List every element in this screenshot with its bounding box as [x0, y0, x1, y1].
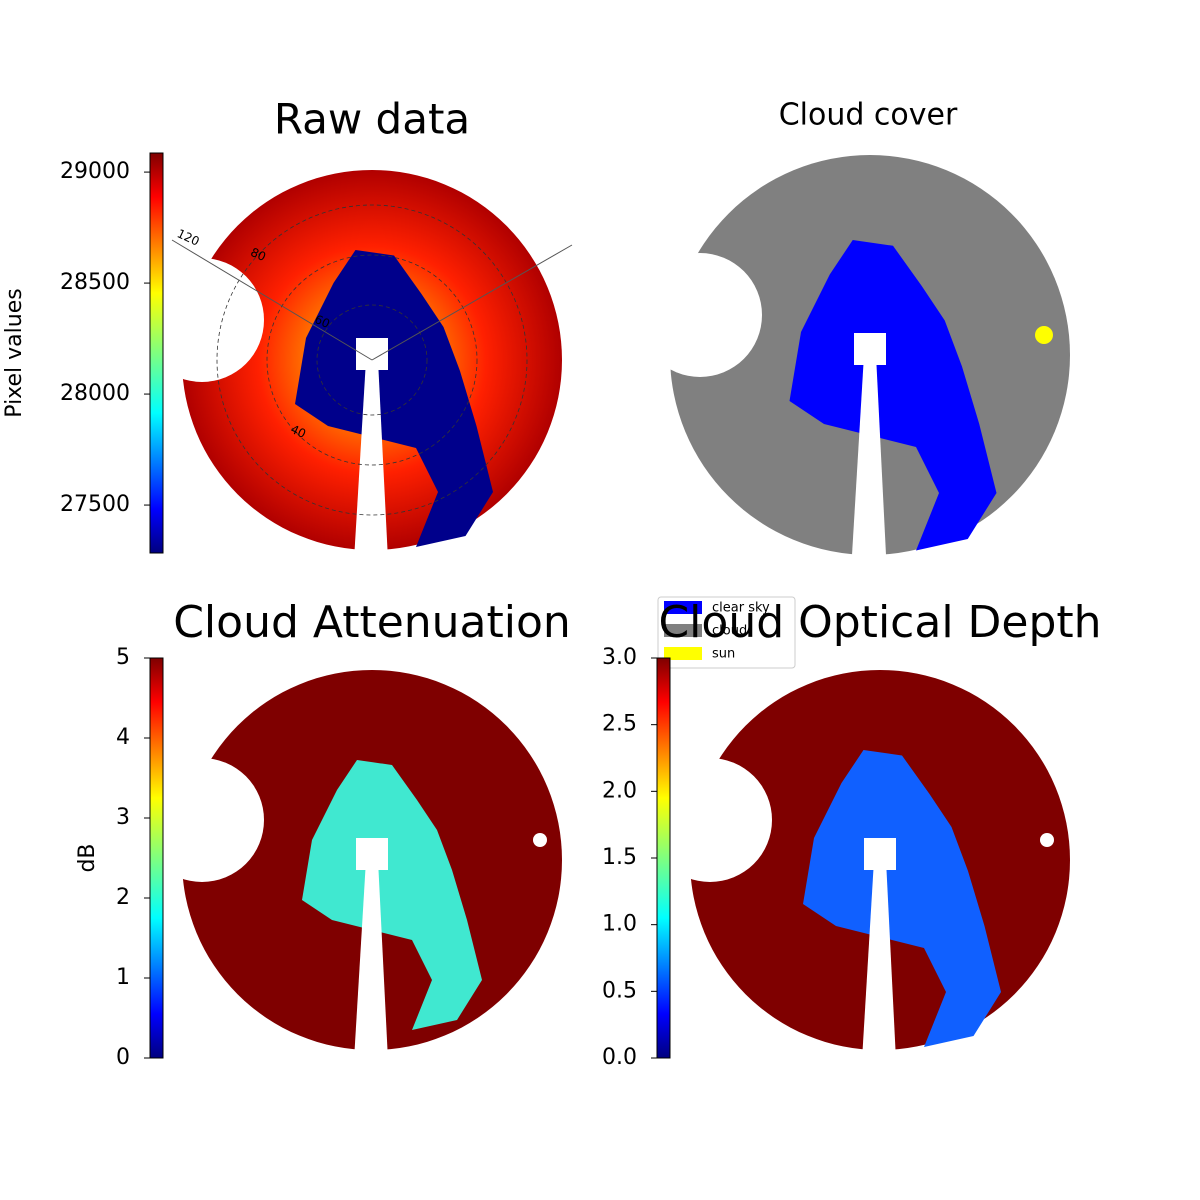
legend-label: clear sky [712, 601, 770, 616]
colorbar-tick-label: 3 [116, 805, 130, 830]
cloud-region [803, 750, 1001, 1047]
polar-spoke [171, 239, 373, 361]
colorbar-tick-label: 1.0 [602, 912, 637, 937]
mask-notch [140, 258, 264, 382]
colorbar [149, 657, 164, 1059]
legend-label: sun [712, 647, 735, 662]
mask-block [864, 838, 896, 870]
polar-spoke [371, 244, 573, 361]
polar-grid [316, 304, 428, 416]
colorbar-tick-label: 4 [116, 725, 130, 750]
polar-label: 40 [288, 422, 308, 441]
cloud-region [789, 240, 997, 551]
colorbar-tick-label: 0.0 [602, 1045, 637, 1070]
colorbar-tick-label: 5 [116, 645, 130, 670]
legend-label: cloud [712, 624, 747, 639]
colorbar [149, 152, 164, 554]
colorbar [656, 657, 671, 1059]
colorbar-tick-label: 28500 [60, 270, 130, 295]
colorbar-tick-label: 2 [116, 885, 130, 910]
colorbar-tick-label: 28000 [60, 381, 130, 406]
mask-notch [638, 253, 762, 377]
colorbar-tick-label: 0 [116, 1045, 130, 1070]
mask-block [854, 333, 886, 365]
polar-grid [266, 254, 478, 466]
polar-grid [216, 204, 528, 516]
colorbar-label: Pixel values [2, 288, 27, 417]
legend-swatch [664, 624, 702, 637]
polar-label: 80 [248, 245, 268, 264]
panel-title: Cloud Attenuation [173, 597, 571, 648]
colorbar-tick-label: 29000 [60, 159, 130, 184]
mask-arm [354, 860, 388, 1060]
polar-label: 60 [312, 312, 332, 331]
panel-title: Raw data [274, 95, 470, 144]
colorbar-tick-label: 2.0 [602, 778, 637, 803]
cloud-region [295, 250, 493, 547]
colorbar-label: dB [75, 843, 100, 872]
sun-mask [533, 833, 547, 847]
polar-label: 120 [175, 226, 202, 248]
colorbar-tick-label: 3.0 [602, 645, 637, 670]
cloud-region [302, 760, 482, 1030]
mask-notch [140, 758, 264, 882]
sun-mask [1040, 833, 1054, 847]
mask-arm [862, 860, 896, 1060]
colorbar-tick-label: 27500 [60, 492, 130, 517]
colorbar-tick-label: 2.5 [602, 712, 637, 737]
panel-title: Cloud cover [779, 98, 958, 133]
sun-marker [1035, 326, 1053, 344]
colorbar-tick-label: 0.5 [602, 978, 637, 1003]
mask-arm [354, 360, 388, 560]
mask-arm [852, 355, 886, 555]
legend-swatch [664, 601, 702, 614]
colorbar-tick-label: 1.5 [602, 845, 637, 870]
panel-title: Cloud Optical Depth [658, 597, 1101, 648]
legend-swatch [664, 647, 702, 660]
colorbar-tick-label: 1 [116, 965, 130, 990]
mask-block [356, 838, 388, 870]
mask-notch [648, 758, 772, 882]
